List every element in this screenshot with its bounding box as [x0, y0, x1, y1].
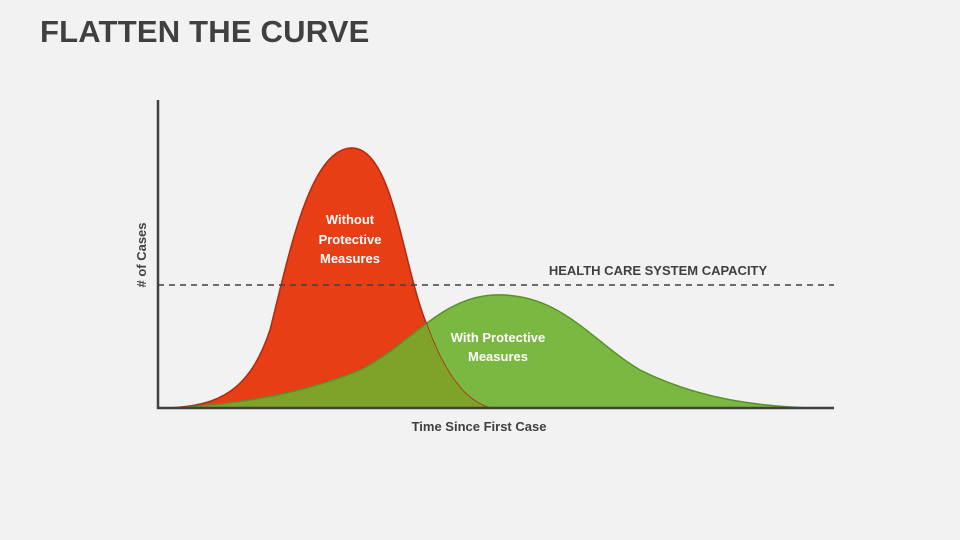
- overlap-area: [169, 294, 490, 408]
- y-axis-label: # of Cases: [134, 222, 149, 287]
- without-measures-label-line-2: Protective: [319, 232, 382, 247]
- x-axis-label: Time Since First Case: [412, 419, 547, 434]
- page-title: FLATTEN THE CURVE: [40, 14, 370, 49]
- capacity-label: HEALTH CARE SYSTEM CAPACITY: [549, 263, 768, 278]
- without-measures-label-line-1: Without: [326, 212, 375, 227]
- with-measures-label-line-2: Measures: [468, 349, 528, 364]
- without-measures-label-line-3: Measures: [320, 251, 380, 266]
- with-measures-label-line-1: With Protective: [451, 330, 546, 345]
